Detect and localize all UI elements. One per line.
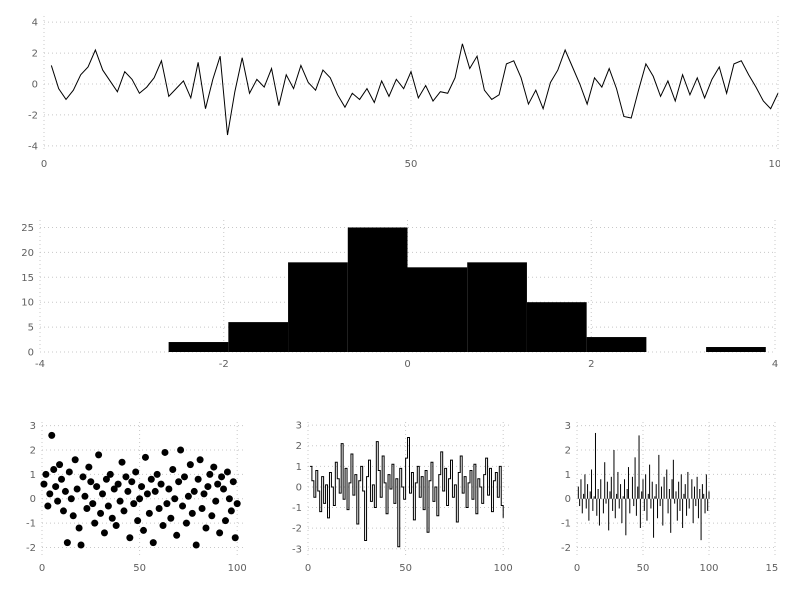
svg-text:-1: -1 [26, 519, 36, 530]
svg-text:3: 3 [565, 421, 571, 432]
stem-chart: 0 50 100 150 -2 -1 0 1 2 3 [543, 412, 778, 580]
svg-text:4: 4 [772, 359, 778, 370]
svg-text:5: 5 [28, 323, 34, 334]
svg-text:0: 0 [296, 482, 302, 493]
svg-text:15: 15 [21, 273, 34, 284]
svg-text:20: 20 [21, 248, 34, 259]
svg-text:-2: -2 [561, 543, 571, 554]
svg-text:0: 0 [41, 159, 47, 170]
svg-text:-4: -4 [28, 141, 38, 152]
svg-text:2: 2 [296, 441, 302, 452]
svg-text:100: 100 [228, 563, 247, 574]
svg-text:2: 2 [32, 49, 38, 60]
svg-text:3: 3 [30, 421, 36, 432]
svg-text:-2: -2 [292, 524, 302, 535]
svg-text:-3: -3 [292, 544, 302, 555]
svg-text:10: 10 [21, 298, 34, 309]
svg-text:50: 50 [133, 563, 146, 574]
svg-text:-4: -4 [35, 359, 45, 370]
svg-text:0: 0 [574, 563, 580, 574]
scatter-chart: 0 50 100 -2 -1 0 1 2 3 [8, 412, 248, 580]
svg-text:2: 2 [588, 359, 594, 370]
histogram-chart: -4 -2 0 2 4 0 5 10 15 20 25 [4, 208, 779, 376]
svg-text:150: 150 [765, 563, 778, 574]
svg-text:50: 50 [637, 563, 650, 574]
svg-text:-2: -2 [28, 110, 38, 121]
svg-text:100: 100 [768, 159, 780, 170]
svg-text:3: 3 [296, 421, 302, 432]
svg-text:100: 100 [494, 563, 513, 574]
svg-text:-1: -1 [561, 519, 571, 530]
svg-text:1: 1 [296, 462, 302, 473]
step-chart: 0 50 100 -3 -2 -1 0 1 2 3 [274, 412, 514, 580]
svg-text:100: 100 [699, 563, 718, 574]
svg-text:0: 0 [28, 348, 34, 359]
svg-text:1: 1 [565, 470, 571, 481]
svg-text:50: 50 [405, 159, 418, 170]
line-chart: 0 50 100 -4 -2 0 2 4 [8, 4, 780, 176]
svg-text:-2: -2 [26, 543, 36, 554]
svg-text:0: 0 [32, 80, 38, 91]
svg-text:25: 25 [21, 223, 34, 234]
svg-text:0: 0 [39, 563, 45, 574]
svg-text:2: 2 [30, 446, 36, 457]
svg-text:2: 2 [565, 446, 571, 457]
svg-text:-2: -2 [219, 359, 229, 370]
svg-text:-1: -1 [292, 503, 302, 514]
svg-text:0: 0 [404, 359, 410, 370]
svg-text:0: 0 [305, 563, 311, 574]
svg-text:1: 1 [30, 470, 36, 481]
svg-text:0: 0 [565, 494, 571, 505]
svg-text:50: 50 [399, 563, 412, 574]
svg-text:4: 4 [32, 18, 38, 29]
svg-text:0: 0 [30, 494, 36, 505]
